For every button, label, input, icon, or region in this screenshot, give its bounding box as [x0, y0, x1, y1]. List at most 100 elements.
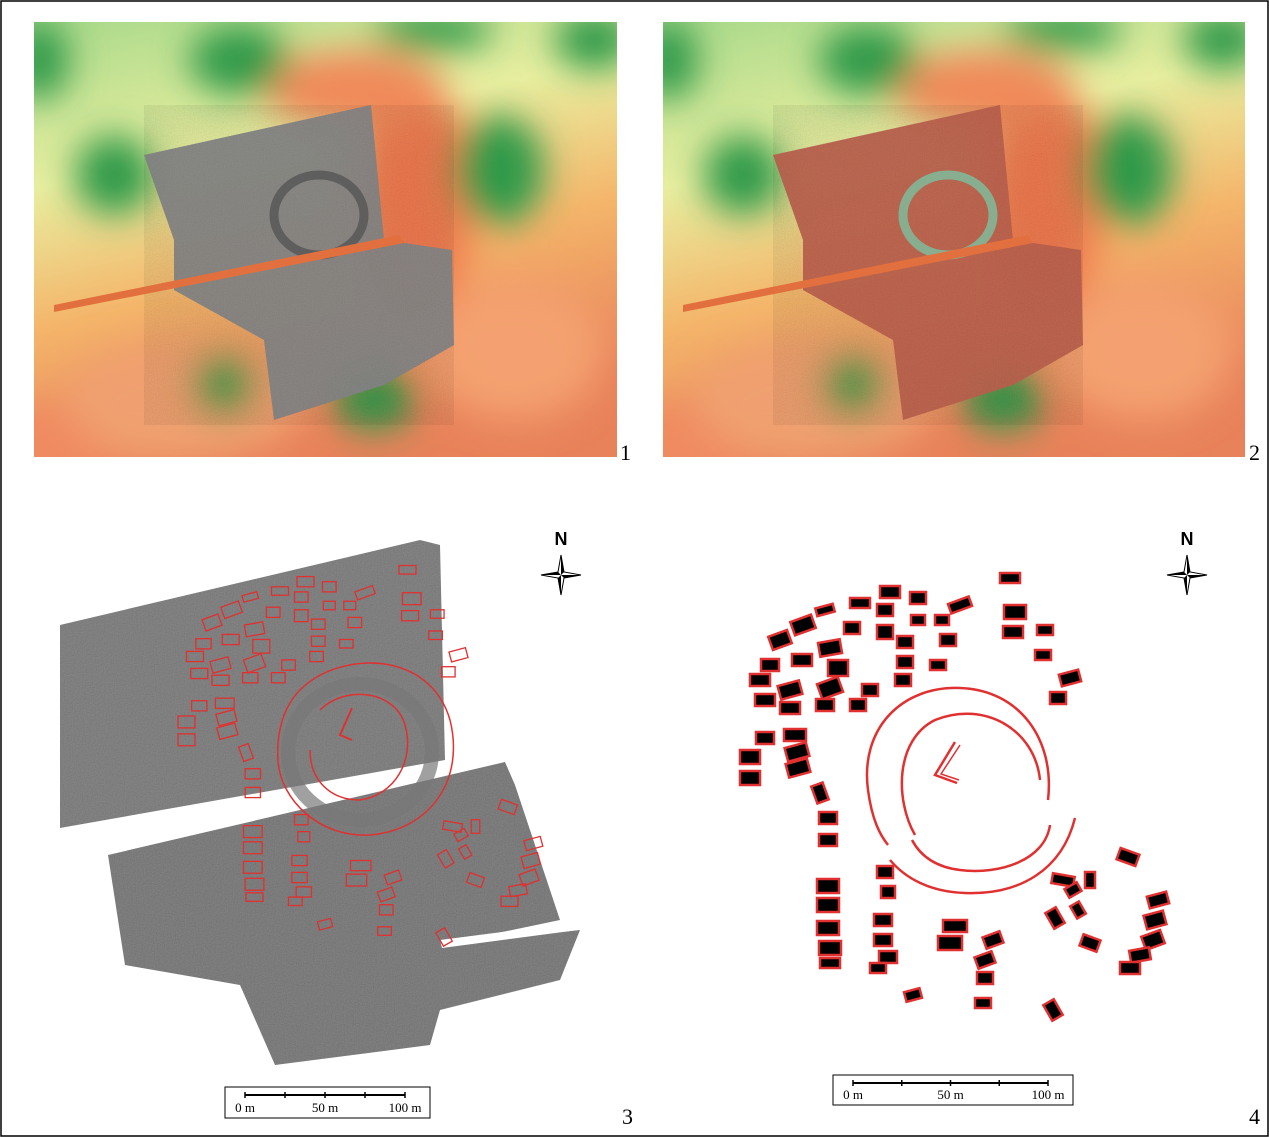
survey-panel	[60, 540, 580, 1065]
house	[874, 934, 892, 946]
hollow	[454, 115, 544, 225]
house	[811, 782, 828, 803]
house	[910, 592, 926, 604]
house	[897, 636, 913, 648]
house	[879, 951, 897, 963]
house	[904, 988, 922, 1002]
house	[1003, 626, 1023, 638]
house	[1050, 692, 1066, 704]
house	[938, 936, 962, 950]
scale-label: 50 m	[312, 1100, 338, 1115]
house	[1043, 999, 1062, 1021]
house	[817, 677, 843, 700]
house	[1144, 911, 1167, 930]
house	[817, 921, 839, 935]
house	[948, 597, 972, 614]
house	[1035, 650, 1051, 660]
scale-label: 0 m	[843, 1087, 863, 1102]
house	[819, 941, 841, 955]
house	[792, 654, 812, 666]
house	[816, 699, 834, 711]
structure	[935, 742, 957, 783]
house	[755, 694, 775, 706]
panel-label: 3	[622, 1104, 633, 1129]
house	[778, 680, 803, 699]
hollow	[374, 10, 494, 50]
house	[974, 951, 995, 968]
scale-label: 100 m	[389, 1100, 422, 1115]
scale-label: 50 m	[937, 1087, 963, 1102]
house	[877, 604, 893, 616]
house	[1037, 625, 1053, 635]
house	[815, 604, 834, 616]
house	[1004, 605, 1026, 619]
house	[870, 963, 886, 973]
house	[911, 615, 925, 625]
house	[982, 931, 1003, 948]
texture	[144, 105, 454, 425]
house	[1000, 573, 1020, 583]
ditch	[867, 688, 1049, 845]
panel-label: 4	[1249, 1104, 1260, 1129]
house	[1129, 947, 1151, 962]
house	[877, 866, 893, 878]
house	[930, 660, 946, 670]
ditch	[890, 818, 1075, 893]
house	[850, 598, 870, 608]
hollow	[1003, 10, 1123, 50]
house	[877, 625, 893, 639]
house	[844, 622, 860, 634]
house	[943, 920, 967, 932]
ditch	[912, 825, 1050, 871]
hollow	[818, 25, 918, 95]
house	[940, 634, 956, 646]
scale-label: 0 m	[235, 1100, 255, 1115]
hollow	[638, 20, 698, 100]
house	[819, 812, 837, 824]
panel-label: 1	[620, 440, 631, 465]
hollow	[554, 10, 634, 70]
house	[784, 729, 806, 741]
house	[817, 879, 839, 893]
hollow	[1083, 115, 1173, 225]
hollow	[9, 20, 69, 100]
house	[881, 886, 895, 898]
house	[1045, 907, 1064, 929]
house	[874, 914, 892, 926]
house	[880, 586, 900, 598]
figure: 1 2 3 4 N N 0 m 50 m 100 m 0 m 50 m 100 m	[0, 0, 1269, 1137]
house	[897, 656, 913, 668]
north-label: N	[1181, 529, 1194, 549]
house	[1070, 901, 1086, 918]
hollow	[74, 135, 154, 215]
hollow	[189, 25, 289, 95]
lidar-panel	[4, 10, 634, 480]
north-label: N	[555, 529, 568, 549]
house	[1117, 848, 1140, 866]
house	[1085, 872, 1095, 888]
house	[828, 660, 848, 676]
house	[977, 972, 993, 984]
house	[819, 834, 837, 846]
house	[768, 630, 792, 650]
house	[935, 615, 949, 625]
house	[1079, 934, 1100, 951]
house	[1059, 670, 1081, 687]
house	[895, 674, 911, 686]
scale-label: 100 m	[1032, 1087, 1065, 1102]
house	[818, 639, 842, 657]
hollow	[1183, 10, 1263, 70]
ditch	[902, 714, 1040, 835]
house	[817, 898, 839, 912]
house	[862, 684, 878, 696]
house	[1147, 892, 1169, 909]
house	[756, 732, 774, 744]
hollow	[703, 135, 783, 215]
texture	[773, 105, 1083, 425]
house	[750, 674, 770, 686]
house	[790, 615, 815, 636]
house	[975, 998, 991, 1008]
house	[850, 699, 866, 711]
panel-label: 2	[1249, 440, 1260, 465]
house	[740, 771, 760, 785]
